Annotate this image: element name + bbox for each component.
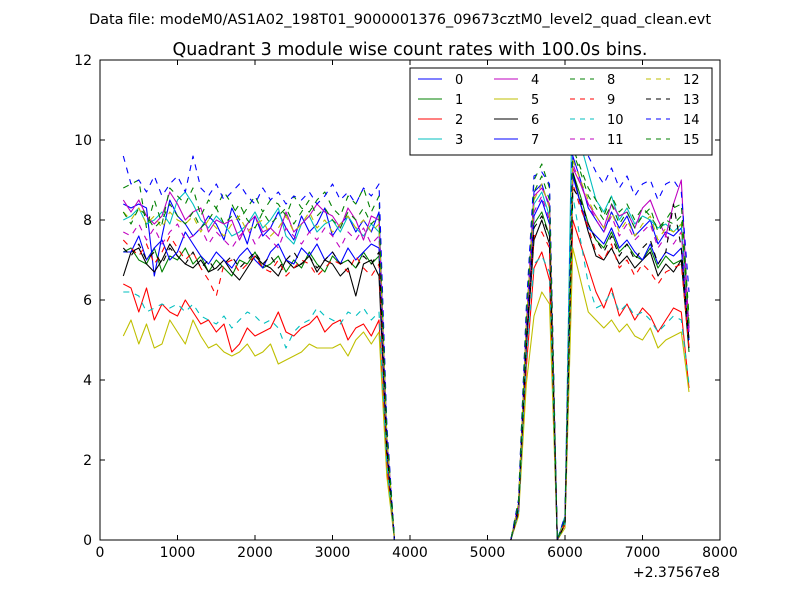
axes-group: 0 1000 2000 3000 4000 5000 6000 7000 80000246810…: [74, 53, 738, 581]
y-tick-label: 2: [83, 453, 92, 469]
series-line-14: [122, 115, 690, 540]
series-line-13: [122, 187, 690, 540]
series-line-11: [123, 163, 690, 540]
chart-suptitle: Data file: modeM0/AS1A02_198T01_90000013…: [89, 12, 711, 28]
legend-label-2: 2: [455, 113, 463, 128]
legend-label-5: 5: [531, 93, 539, 108]
series-line-6: [122, 171, 690, 540]
series-line-15: [122, 151, 690, 540]
legend-label-14: 14: [683, 113, 700, 128]
plot-series-group: [122, 67, 690, 540]
x-tick-label: 7000: [625, 545, 661, 561]
series-line-2: [123, 219, 690, 540]
chart-title: Quadrant 3 module wise count rates with …: [173, 40, 648, 60]
legend-label-13: 13: [683, 93, 700, 108]
series-line-0: [123, 155, 690, 540]
legend-label-8: 8: [607, 73, 615, 88]
legend-box: [409, 67, 713, 156]
series-line-5: [122, 247, 690, 540]
x-tick-label: 0: [96, 545, 105, 561]
x-tick-label: 1000: [160, 545, 196, 561]
series-line-8: [123, 147, 690, 540]
x-offset-label: +2.37567e8: [633, 565, 720, 581]
x-tick-label: 5000: [470, 545, 506, 561]
legend-label-12: 12: [683, 73, 700, 88]
legend-label-9: 9: [607, 93, 615, 108]
x-tick-label: 2000: [237, 545, 273, 561]
y-tick-label: 10: [74, 133, 92, 149]
x-tick-label: 4000: [392, 545, 428, 561]
legend-label-11: 11: [607, 133, 624, 148]
x-tick-label: 3000: [315, 545, 351, 561]
series-line-4: [122, 167, 690, 540]
legend-label-6: 6: [531, 113, 539, 128]
series-line-10: [123, 195, 690, 540]
legend-label-7: 7: [531, 133, 539, 148]
series-line-9: [122, 183, 690, 540]
legend-label-15: 15: [683, 133, 700, 148]
legend-label-0: 0: [455, 73, 463, 88]
x-tick-label: 8000: [702, 545, 738, 561]
legend-label-3: 3: [455, 133, 463, 148]
y-tick-label: 8: [83, 213, 92, 229]
y-tick-label: 6: [83, 293, 92, 309]
y-tick-label: 12: [74, 53, 92, 69]
legend-label-4: 4: [531, 73, 539, 88]
legend-label-10: 10: [607, 113, 624, 128]
y-tick-label: 0: [83, 533, 92, 549]
y-tick-label: 4: [83, 373, 92, 389]
series-line-7: [123, 175, 690, 540]
legend-label-1: 1: [455, 93, 463, 108]
x-tick-label: 6000: [547, 545, 583, 561]
